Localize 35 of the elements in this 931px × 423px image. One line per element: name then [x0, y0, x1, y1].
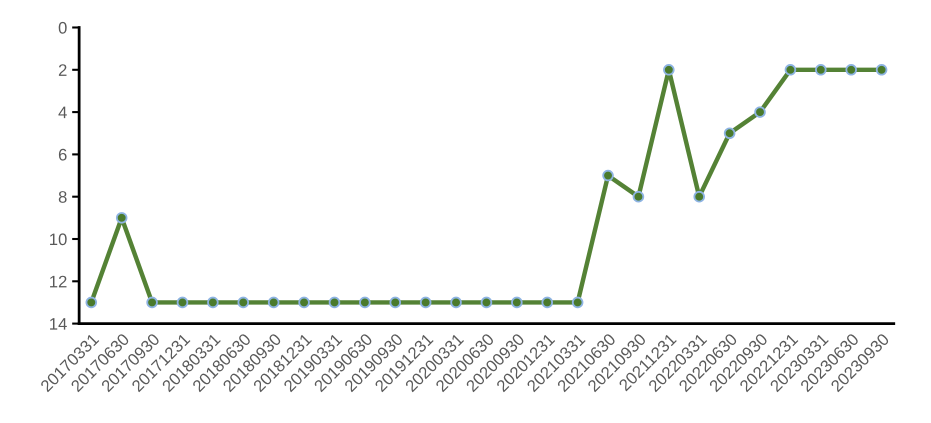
point — [572, 296, 584, 308]
y-tick-label: 6 — [58, 148, 67, 161]
point — [541, 296, 554, 308]
point — [176, 296, 188, 308]
point — [146, 296, 158, 308]
point — [663, 64, 675, 76]
point — [86, 296, 98, 308]
point — [450, 296, 462, 308]
point — [359, 296, 371, 308]
point — [724, 127, 736, 140]
point — [389, 296, 402, 308]
y-tick-label: 10 — [50, 233, 67, 246]
point — [693, 190, 705, 202]
y-tick-label: 4 — [58, 106, 67, 118]
point — [754, 106, 766, 118]
point — [602, 170, 614, 182]
point — [511, 296, 523, 308]
point — [116, 212, 128, 224]
point — [298, 296, 310, 308]
point — [632, 190, 644, 202]
point — [420, 296, 432, 308]
point — [238, 296, 250, 308]
point — [328, 296, 340, 308]
point — [784, 64, 796, 76]
y-tick-label: 0 — [58, 22, 67, 34]
y-tick-label: 12 — [50, 276, 66, 288]
y-tick-label: 8 — [58, 191, 67, 203]
point — [845, 64, 857, 76]
point — [207, 296, 219, 308]
point — [876, 64, 888, 76]
point — [480, 296, 492, 308]
point — [815, 64, 827, 76]
point — [268, 296, 280, 308]
y-tick-label: 2 — [58, 64, 66, 76]
y-tick-label: 14 — [50, 318, 67, 330]
